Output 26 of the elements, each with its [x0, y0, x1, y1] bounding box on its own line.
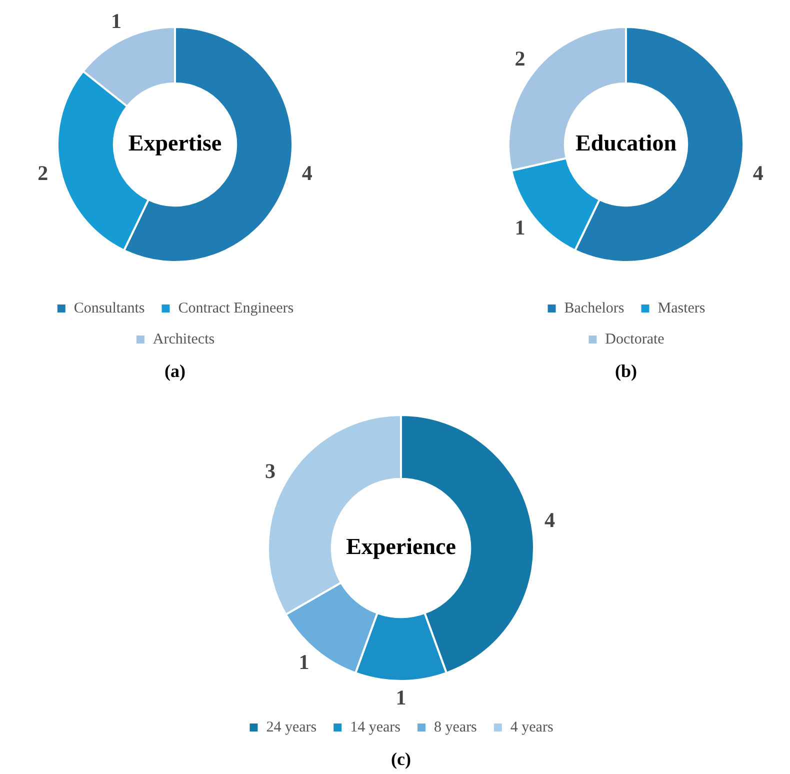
data-label: 4 [544, 508, 556, 532]
text: Experience [346, 534, 456, 559]
text: (c) [390, 749, 412, 770]
data-label: 2 [38, 161, 48, 186]
data-label: 1 [396, 685, 406, 710]
legend-label: 4 years [510, 719, 554, 736]
data-label: 3 [264, 458, 276, 483]
data-label: 4 [302, 161, 313, 186]
data-label: 1 [514, 215, 526, 240]
data-label: 1 [298, 650, 310, 674]
legend-label: Consultants [74, 300, 145, 316]
text: Education [576, 130, 677, 156]
legend-label: Bachelors [564, 300, 624, 316]
data-label: 4 [752, 161, 764, 186]
text: Expertise [128, 130, 222, 156]
legend-label: 8 years [434, 719, 478, 736]
legend-label: 24 years [266, 719, 317, 736]
legend-label: Doctorate [605, 331, 665, 348]
data-label: 2 [514, 46, 526, 70]
legend-label: Contract Engineers [178, 300, 294, 316]
data-label: 1 [110, 8, 122, 33]
text: (b) [614, 361, 638, 382]
legend-label: Masters [658, 300, 706, 316]
legend-label: 14 years [350, 719, 401, 736]
text: (a) [164, 361, 186, 382]
legend-label: Architects [152, 331, 215, 348]
